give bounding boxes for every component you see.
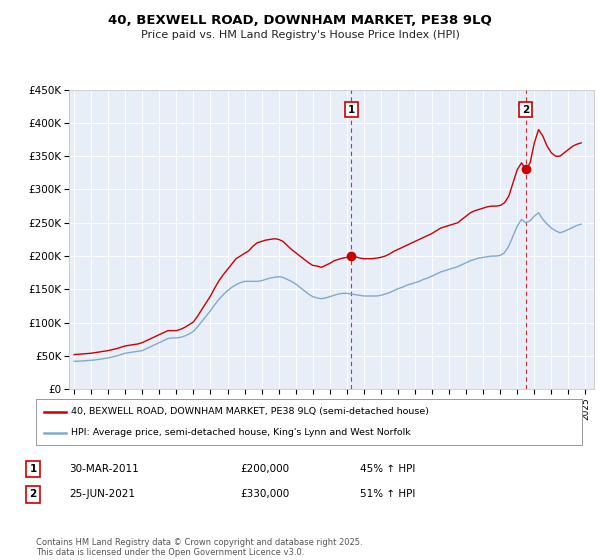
Text: 2: 2	[29, 489, 37, 500]
Text: 40, BEXWELL ROAD, DOWNHAM MARKET, PE38 9LQ: 40, BEXWELL ROAD, DOWNHAM MARKET, PE38 9…	[108, 14, 492, 27]
Text: 1: 1	[29, 464, 37, 474]
Text: 40, BEXWELL ROAD, DOWNHAM MARKET, PE38 9LQ (semi-detached house): 40, BEXWELL ROAD, DOWNHAM MARKET, PE38 9…	[71, 407, 430, 416]
Text: £200,000: £200,000	[240, 464, 289, 474]
Text: Price paid vs. HM Land Registry's House Price Index (HPI): Price paid vs. HM Land Registry's House …	[140, 30, 460, 40]
Text: 51% ↑ HPI: 51% ↑ HPI	[360, 489, 415, 500]
Text: 45% ↑ HPI: 45% ↑ HPI	[360, 464, 415, 474]
Text: HPI: Average price, semi-detached house, King's Lynn and West Norfolk: HPI: Average price, semi-detached house,…	[71, 428, 411, 437]
Text: 30-MAR-2011: 30-MAR-2011	[69, 464, 139, 474]
Text: 25-JUN-2021: 25-JUN-2021	[69, 489, 135, 500]
Text: £330,000: £330,000	[240, 489, 289, 500]
Text: 2: 2	[522, 105, 529, 115]
Text: 1: 1	[347, 105, 355, 115]
Text: Contains HM Land Registry data © Crown copyright and database right 2025.
This d: Contains HM Land Registry data © Crown c…	[36, 538, 362, 557]
